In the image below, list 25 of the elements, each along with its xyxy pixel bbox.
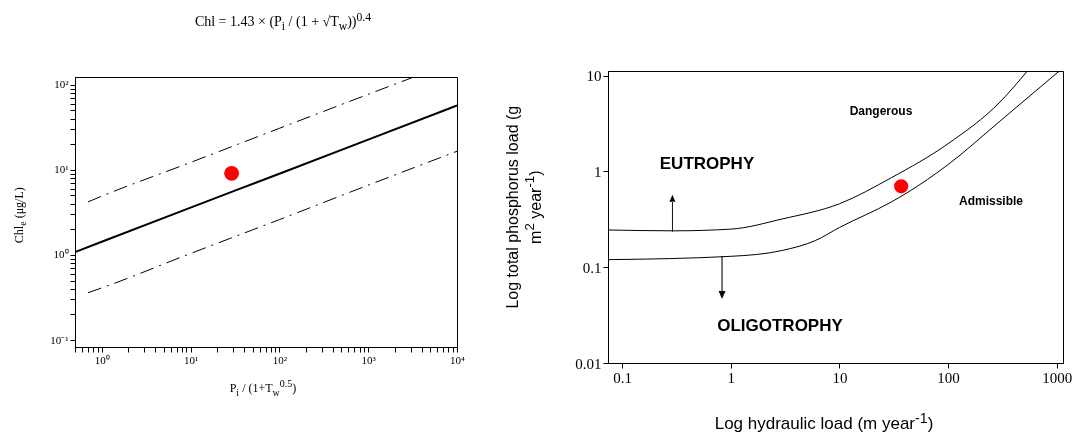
x-tick-label: 10	[832, 369, 848, 386]
y-tick-label: 10	[586, 68, 602, 85]
y-tick-label: 10⁰	[53, 248, 69, 261]
x-tick-label: 1000	[1042, 369, 1073, 386]
annotation: Dangerous	[849, 104, 913, 118]
y-tick-label: 1	[594, 163, 602, 180]
x-tick-label: 10¹	[183, 353, 199, 366]
y-tick-label: 10²	[54, 78, 70, 91]
annotation: Admissible	[958, 194, 1024, 208]
annotation: EUTROPHY	[659, 154, 755, 173]
x-axis-title: P$_{i}$ / (1+T$_{w}$$^{0.5}$)	[229, 378, 297, 398]
x-tick-label: 0.1	[613, 369, 633, 386]
y-tick-label: 10¹	[54, 163, 69, 176]
x-tick-label: 100	[937, 369, 960, 386]
y-tick-label: 0.1	[582, 259, 602, 276]
x-tick-label: 10³	[361, 353, 377, 366]
x-tick-label: 10⁴	[450, 353, 466, 366]
y-tick-label: 0.01	[575, 355, 602, 372]
x-tick-label: 10⁰	[94, 353, 110, 366]
x-tick-label: 10²	[272, 353, 288, 366]
x-axis-title: Log hydraulic load (m year$^{-1}$)	[714, 409, 934, 435]
y-tick-label: 10⁻¹	[50, 333, 69, 346]
x-tick-label: 1	[727, 369, 736, 386]
annotation: OLIGOTROPHY	[717, 316, 844, 335]
chart-title: Chl = 1.43 × (P$_{i}$ / (1 + √T$_{w}$))$^{0.4}$	[194, 10, 372, 34]
